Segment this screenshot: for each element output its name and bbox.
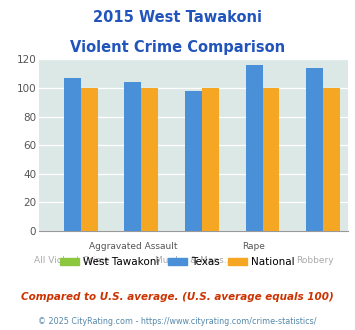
Bar [64, 78, 81, 231]
Bar [185, 91, 202, 231]
Text: 2015 West Tawakoni: 2015 West Tawakoni [93, 10, 262, 25]
Text: Violent Crime Comparison: Violent Crime Comparison [70, 40, 285, 54]
Bar [81, 88, 98, 231]
Text: Rape: Rape [242, 242, 266, 251]
Text: All Violent Crime: All Violent Crime [34, 256, 110, 265]
Bar [141, 88, 158, 231]
Text: Compared to U.S. average. (U.S. average equals 100): Compared to U.S. average. (U.S. average … [21, 292, 334, 302]
Legend: West Tawakoni, Texas, National: West Tawakoni, Texas, National [56, 253, 299, 271]
Bar [202, 88, 219, 231]
Text: Robbery: Robbery [296, 256, 333, 265]
Text: Murder & Mans...: Murder & Mans... [155, 256, 232, 265]
Text: Aggravated Assault: Aggravated Assault [89, 242, 177, 251]
Bar [246, 65, 262, 231]
Bar [306, 68, 323, 231]
Bar [323, 88, 340, 231]
Text: © 2025 CityRating.com - https://www.cityrating.com/crime-statistics/: © 2025 CityRating.com - https://www.city… [38, 317, 317, 326]
Bar [125, 82, 141, 231]
Bar [262, 88, 279, 231]
